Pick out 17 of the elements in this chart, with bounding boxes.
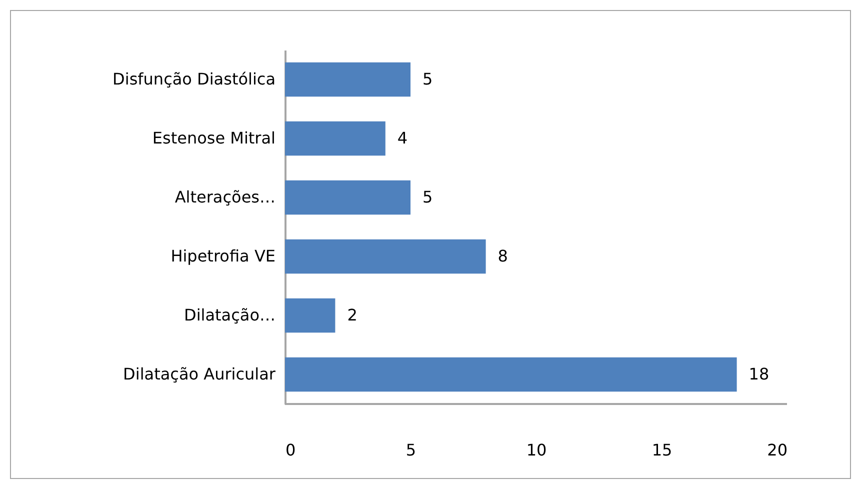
data-label: 18 — [748, 364, 770, 384]
y-tick-label: Dilatação… — [184, 306, 276, 324]
data-label: 5 — [422, 188, 433, 206]
data-label: 8 — [498, 246, 508, 266]
y-tick-label: Estenose Mitral — [152, 128, 276, 148]
x-tick-label: 5 — [406, 440, 416, 460]
data-label: 2 — [347, 306, 358, 324]
x-tick-label: 20 — [767, 440, 788, 460]
x-tick-label: 10 — [526, 440, 547, 460]
x-tick-label: 15 — [652, 440, 672, 460]
x-tick-label: 0 — [286, 440, 296, 460]
y-tick-label: Disfunção Diastólica — [112, 70, 276, 88]
data-label: 5 — [422, 70, 433, 88]
y-tick-label: Dilatação Auricular — [123, 364, 276, 384]
y-tick-label: Hipetrofia VE — [170, 246, 276, 266]
y-tick-label: Alterações… — [174, 188, 276, 206]
data-label: 4 — [397, 128, 408, 148]
